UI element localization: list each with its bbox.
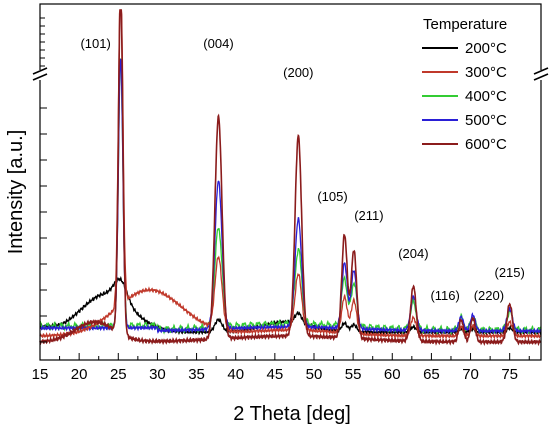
legend-entry: 500°C xyxy=(465,112,507,129)
legend-entry: 400°C xyxy=(465,88,507,105)
peak-labels: (101) (004) (200) (105) (211) (204) (116) (220)… xyxy=(80,36,524,303)
axis-break-mark xyxy=(533,73,549,81)
x-axis-ticks: 15 20 25 30 35 40 45 50 55 60 65 70 75 xyxy=(32,353,530,383)
legend-entry: 600°C xyxy=(465,136,507,153)
peak-label: (211) xyxy=(354,208,383,223)
peak-label: (215) xyxy=(495,265,525,280)
axis-break-gap xyxy=(535,70,547,80)
x-tick-label: 20 xyxy=(71,366,88,383)
peak-label: (200) xyxy=(283,65,313,80)
peak-label: (105) xyxy=(317,189,347,204)
y-axis-title: Intensity [a.u.] xyxy=(5,130,27,255)
peak-label: (101) xyxy=(80,36,110,51)
axis-break-mark xyxy=(32,67,48,75)
legend-entry: 200°C xyxy=(465,40,507,57)
x-tick-label: 60 xyxy=(384,366,401,383)
x-tick-label: 15 xyxy=(32,366,49,383)
legend-entry: 300°C xyxy=(465,64,507,81)
peak-label: (116) xyxy=(430,288,459,303)
x-tick-label: 55 xyxy=(345,366,362,383)
axis-break-mark xyxy=(533,67,549,75)
axis-break-mark xyxy=(32,73,48,81)
x-tick-label: 50 xyxy=(306,366,323,383)
series-layer xyxy=(39,9,542,347)
axis-break-gap xyxy=(34,70,46,80)
plot-border xyxy=(39,3,542,361)
x-tick-label: 75 xyxy=(501,366,518,383)
x-axis-title: 2 Theta [deg] xyxy=(233,403,351,425)
x-tick-label: 45 xyxy=(267,366,284,383)
x-tick-label: 30 xyxy=(149,366,166,383)
peak-label: (004) xyxy=(203,36,233,51)
legend-title: Temperature xyxy=(423,16,507,33)
x-tick-label: 65 xyxy=(423,366,440,383)
peak-label: (220) xyxy=(474,288,504,303)
plot-frame xyxy=(32,3,549,361)
x-tick-label: 25 xyxy=(110,366,127,383)
x-tick-label: 40 xyxy=(227,366,244,383)
series-line-5 xyxy=(39,9,542,347)
legend: Temperature 200°C 300°C 400°C 500°C 600°C xyxy=(422,16,507,153)
x-tick-label: 35 xyxy=(188,366,205,383)
peak-label: (204) xyxy=(398,246,428,261)
x-tick-label: 70 xyxy=(462,366,479,383)
